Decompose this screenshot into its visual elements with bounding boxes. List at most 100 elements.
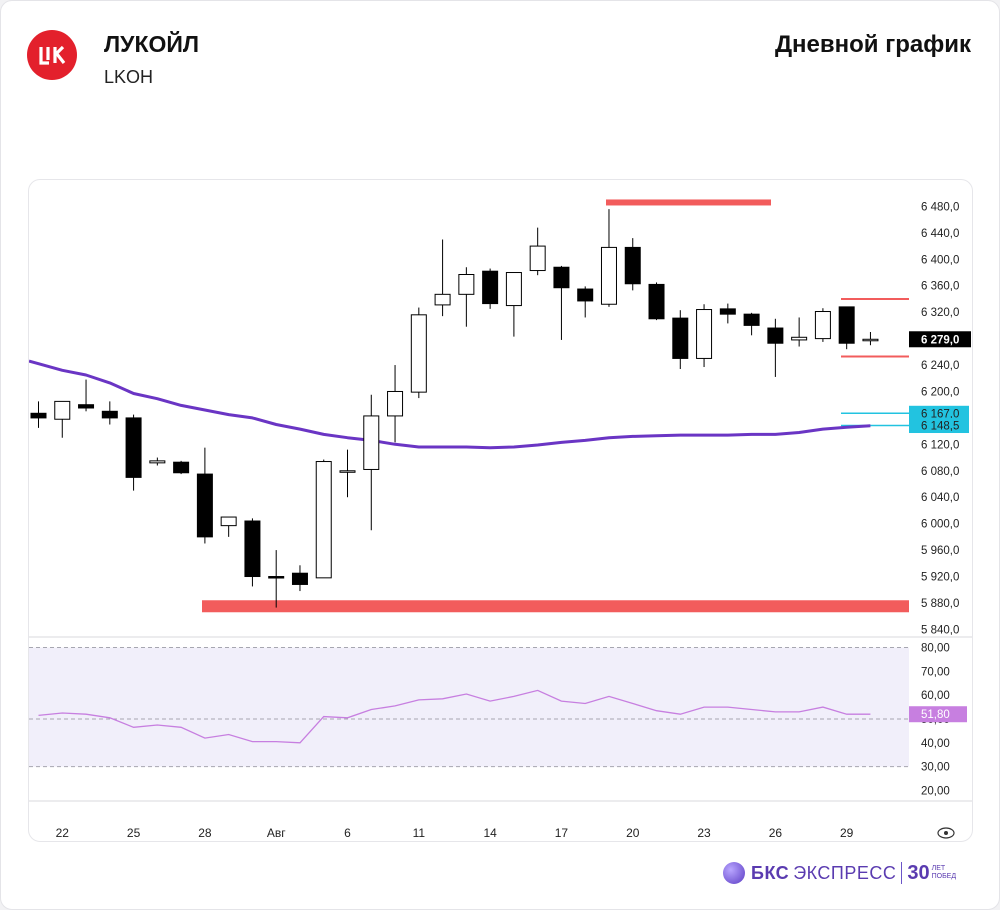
candle-body: [862, 338, 879, 342]
anniversary-caption-line1: ЛЕТ: [931, 865, 946, 872]
target-level-badge: [909, 418, 969, 434]
time-axis-tick: 23: [697, 826, 711, 840]
candle-body: [196, 473, 213, 538]
candle: [600, 209, 617, 307]
candle-body: [410, 314, 427, 393]
candle-body: [173, 461, 190, 474]
eye-icon: [937, 827, 955, 839]
rsi-axis-tick: 30,00: [921, 762, 950, 774]
eye-icon-outline: [937, 827, 955, 839]
candle: [648, 282, 665, 321]
candle-body: [268, 576, 285, 579]
time-axis-tick: 29: [840, 826, 854, 840]
candle-body: [838, 306, 855, 344]
target-level-badge: [909, 405, 969, 421]
current-price-label: 6 279,0: [921, 334, 959, 346]
candle: [862, 332, 879, 346]
candle-body: [529, 245, 546, 272]
anniversary-caption-line2: ПОБЕД: [931, 873, 957, 880]
price-axis-tick: 6 480,0: [921, 201, 959, 213]
candle: [30, 401, 47, 428]
time-axis-tick: 28: [198, 826, 212, 840]
candle: [482, 268, 499, 309]
price-axis-tick: 6 400,0: [921, 254, 959, 266]
candle: [529, 227, 546, 276]
bks-express-brand: БКС ЭКСПРЕСС 30 ЛЕТ ПОБЕД: [723, 859, 956, 887]
price-axis-tick: 6 120,0: [921, 439, 959, 451]
candle-body: [767, 327, 784, 344]
price-axis-tick: 6 440,0: [921, 228, 959, 240]
bks-brand-icon: [723, 862, 745, 884]
candle: [410, 307, 427, 399]
candle: [672, 310, 689, 370]
candle: [696, 304, 713, 368]
time-axis-tick: 11: [413, 826, 426, 840]
candle: [101, 401, 118, 425]
time-axis-tick: 25: [127, 826, 141, 840]
time-axis-tick: 6: [344, 826, 351, 840]
candle-body: [482, 270, 499, 305]
candle-body: [363, 415, 380, 470]
candle: [814, 308, 831, 342]
candle-body: [54, 400, 71, 420]
time-axis-tick: Авг: [267, 826, 286, 840]
resistance-level-bar: [606, 199, 771, 206]
price-axis-tick: 6 320,0: [921, 307, 959, 319]
candle: [78, 379, 95, 412]
eye-icon-pupil: [944, 831, 948, 835]
anniversary-caption: ЛЕТ ПОБЕД: [932, 865, 956, 881]
lukoil-logo: [27, 30, 77, 80]
rsi-current-badge: [909, 706, 967, 723]
moving-average-line: [29, 359, 871, 450]
candle-body: [101, 410, 118, 419]
lukoil-logo-mark-icon: [39, 45, 66, 65]
rsi-axis-tick: 20,00: [921, 785, 950, 797]
price-axis-tick: 6 040,0: [921, 492, 959, 504]
anniversary-number: 30: [907, 861, 930, 884]
rsi-axis-tick: 60,00: [921, 690, 950, 702]
rsi-line: [38, 689, 871, 744]
candle-body: [339, 470, 356, 473]
candle: [505, 272, 522, 337]
rsi-axis-tick: 70,00: [921, 666, 950, 678]
brand-separator: [901, 862, 903, 884]
candle: [624, 238, 641, 291]
candle-body: [387, 390, 404, 417]
time-axis-tick: 17: [555, 826, 569, 840]
brand-bold-text: БКС: [751, 862, 790, 883]
candle: [743, 312, 760, 336]
candle: [268, 550, 285, 608]
price-axis-tick: 5 920,0: [921, 572, 959, 584]
price-axis-tick: 6 200,0: [921, 386, 959, 398]
candle: [838, 306, 855, 350]
candle-body: [791, 336, 808, 341]
price-axis-tick: 6 000,0: [921, 519, 959, 531]
chart-frame: 6 480,06 440,06 400,06 360,06 320,06 280…: [28, 179, 973, 842]
candle-body: [291, 572, 308, 585]
price-axis-tick: 5 960,0: [921, 545, 959, 557]
candle: [553, 265, 570, 340]
price-axis-tick: 5 880,0: [921, 598, 959, 610]
candle-body: [434, 293, 451, 306]
candle-body: [696, 309, 713, 359]
candle: [577, 286, 594, 318]
candle-body: [600, 246, 617, 305]
candle: [173, 460, 190, 475]
time-axis-tick: 22: [56, 826, 70, 840]
candle-body: [458, 274, 475, 295]
target-level-label: 6 148,5: [921, 421, 959, 433]
candle-body: [648, 283, 665, 320]
candle: [291, 565, 308, 592]
candle-body: [672, 317, 689, 359]
current-price-badge: [909, 331, 971, 348]
time-axis-tick: 20: [626, 826, 640, 840]
chart-timeframe-title: Дневной график: [774, 31, 971, 58]
price-axis-tick: 6 240,0: [921, 360, 959, 372]
candle: [387, 365, 404, 443]
candle: [458, 267, 475, 327]
price-axis-tick: 5 840,0: [921, 624, 959, 636]
time-axis-tick: 26: [769, 826, 783, 840]
rsi-band: [29, 647, 909, 767]
candle: [363, 394, 380, 531]
